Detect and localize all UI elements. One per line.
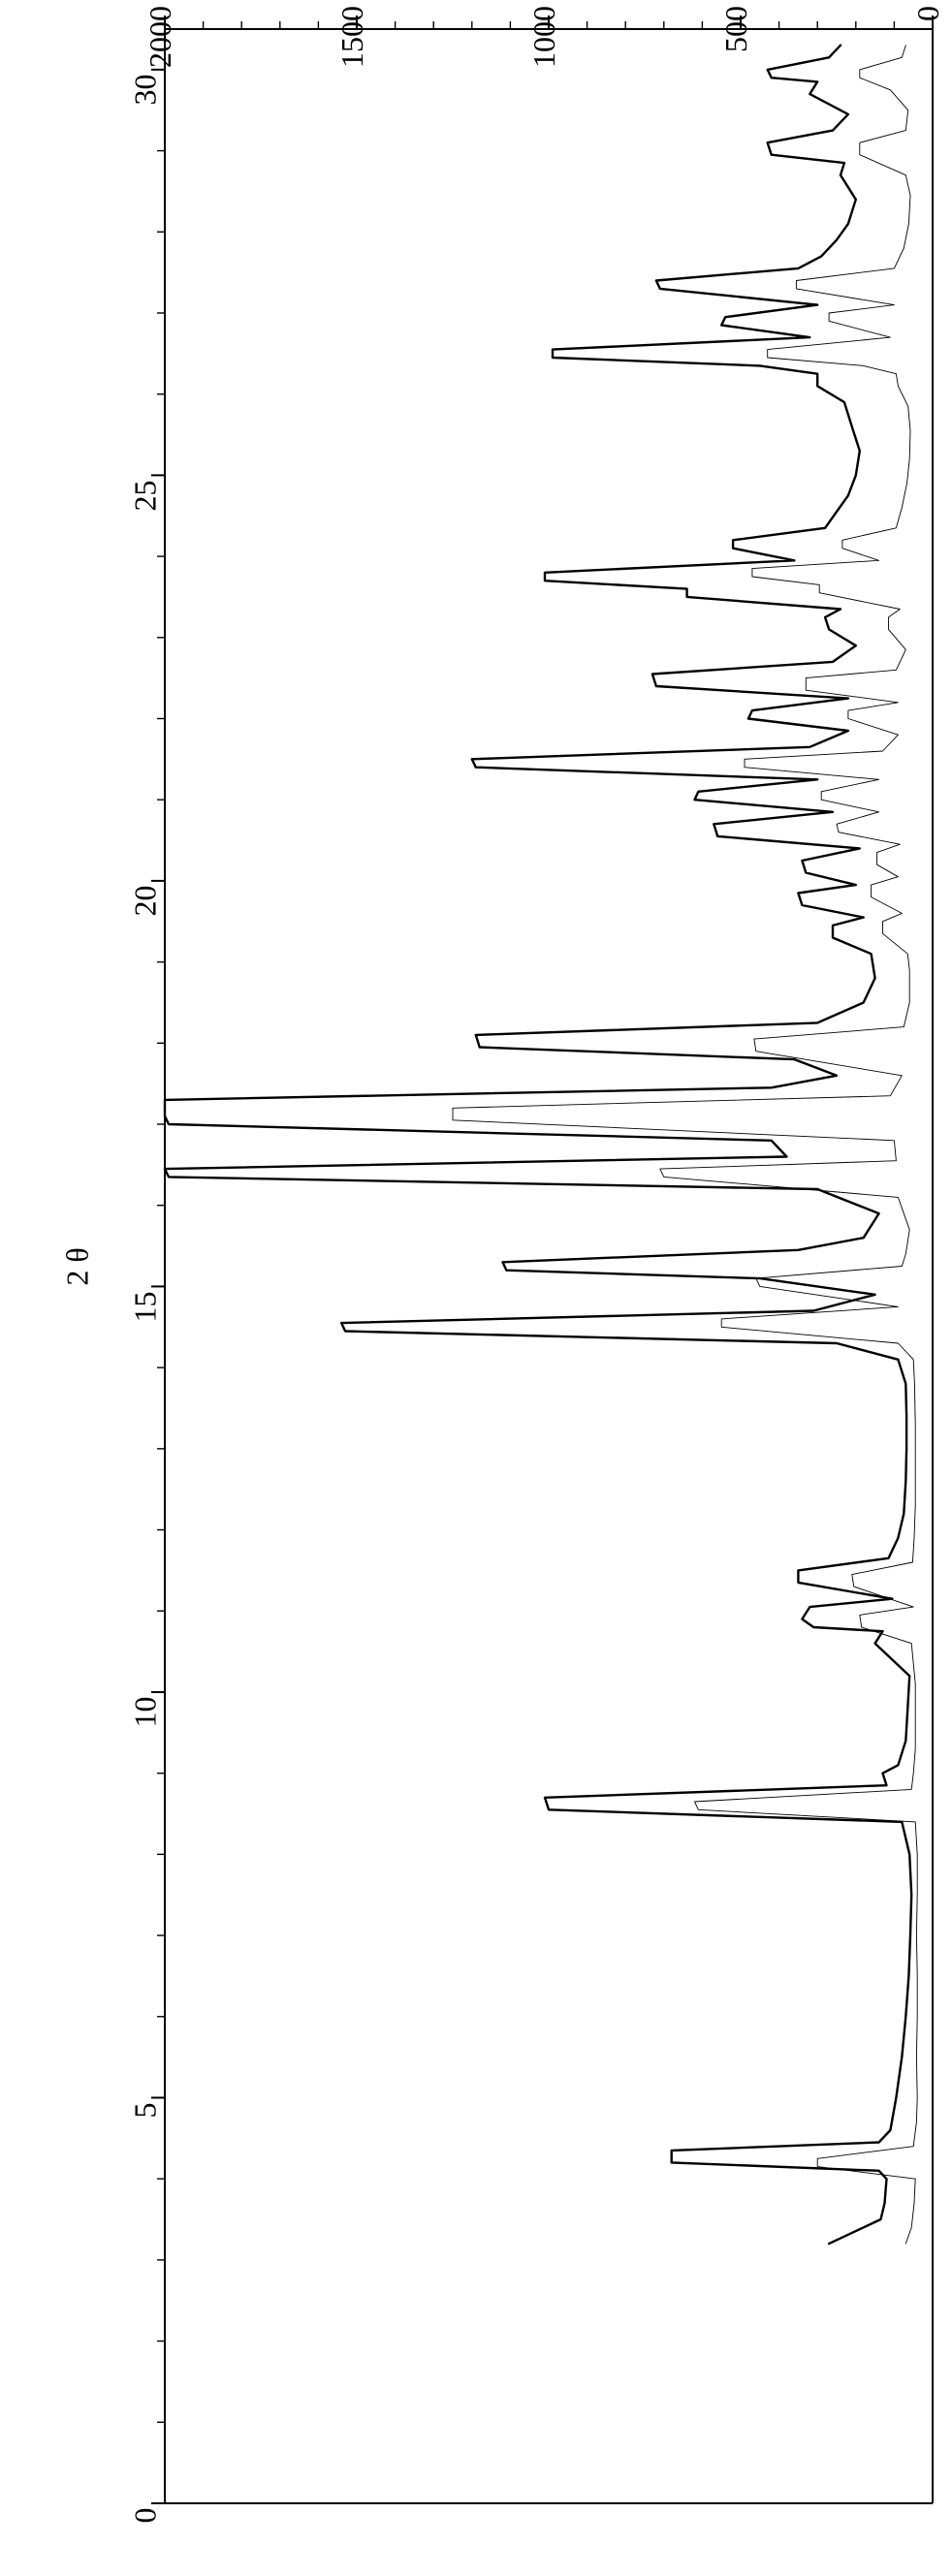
xtick-label: 10 xyxy=(128,1697,164,1728)
trace-secondary xyxy=(453,46,917,2244)
xtick-label: 30 xyxy=(128,75,164,106)
xaxis-title: 2 θ xyxy=(60,1247,96,1285)
xtick-label: 5 xyxy=(128,2102,164,2118)
xtick-label: 0 xyxy=(128,2508,164,2524)
trace-primary xyxy=(165,46,911,2244)
chart-svg xyxy=(0,0,952,2571)
ytick-label: 2000 xyxy=(143,6,178,68)
ytick-label: 1500 xyxy=(334,6,370,68)
ytick-label: 0 xyxy=(910,6,946,21)
xrd-chart: 0 500 1000 1500 2000 0 5 10 15 20 25 30 2 θ xyxy=(0,0,952,2571)
ytick-label: 1000 xyxy=(526,6,562,68)
xtick-label: 25 xyxy=(128,480,164,511)
xtick-label: 15 xyxy=(128,1291,164,1322)
ytick-label: 500 xyxy=(718,6,754,52)
xtick-label: 20 xyxy=(128,886,164,917)
